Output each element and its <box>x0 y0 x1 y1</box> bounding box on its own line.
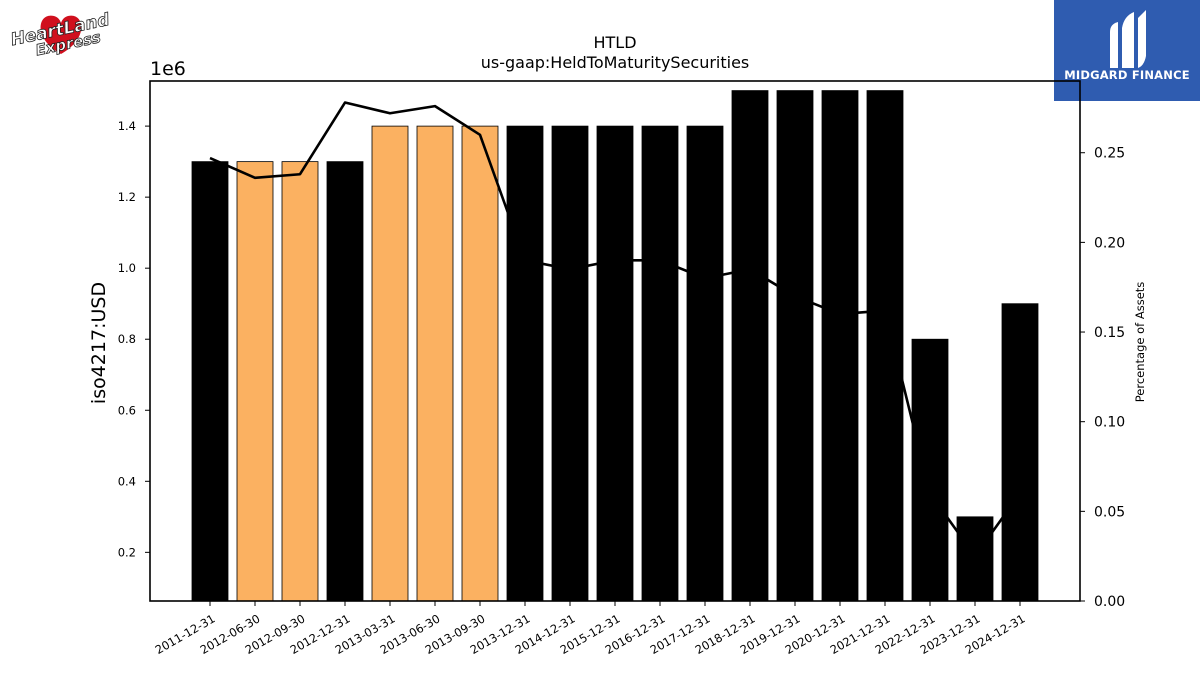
bar-2012-12-31 <box>326 161 364 602</box>
y-offset-label: 1e6 <box>150 58 186 80</box>
bar-2024-12-31 <box>1001 303 1039 602</box>
y2-tick-label: 0.05 <box>1094 504 1125 520</box>
y-axis-label: iso4217:USD <box>88 282 110 404</box>
y2-tick-label: 0.00 <box>1094 594 1125 610</box>
y2-tick-label: 0.15 <box>1094 325 1125 341</box>
y2-tick-label: 0.10 <box>1094 415 1125 431</box>
bar-2016-12-31 <box>641 125 679 602</box>
bar-2018-12-31 <box>731 90 769 602</box>
bar-2021-12-31 <box>866 90 904 602</box>
line-group <box>209 101 1022 558</box>
bar-2015-12-31 <box>596 125 634 602</box>
y-tick-label: 0.8 <box>118 332 136 346</box>
chart-title: HTLD <box>593 33 636 52</box>
bar-2020-12-31 <box>821 90 859 602</box>
heartland-express-logo: HeartLand Express <box>2 4 120 64</box>
bar-2013-09-30 <box>461 125 499 602</box>
bar-2014-12-31 <box>551 125 589 602</box>
bar-2012-06-30 <box>236 161 274 602</box>
bar-2013-12-31 <box>506 125 544 602</box>
y2-tick-label: 0.20 <box>1094 235 1125 251</box>
y2-axis-label: Percentage of Assets <box>1133 282 1147 403</box>
bar-2013-06-30 <box>416 125 454 602</box>
bar-2019-12-31 <box>776 90 814 602</box>
heart-shape <box>40 15 82 54</box>
midgard-finance-logo: MIDGARD FINANCE <box>1054 0 1200 101</box>
bars-group <box>191 90 1039 602</box>
bar-2013-03-31 <box>371 125 409 602</box>
midgard-mark-icon <box>1110 10 1146 68</box>
bar-2022-12-31 <box>911 338 949 602</box>
bar-2017-12-31 <box>686 125 724 602</box>
midgard-brand-name: MIDGARD FINANCE <box>1064 68 1190 82</box>
percentage-line <box>209 101 1022 558</box>
y-tick-label: 1.2 <box>118 190 136 204</box>
y-tick-label: 1.0 <box>118 261 136 275</box>
y-tick-label: 0.6 <box>118 403 136 417</box>
chart-subtitle: us-gaap:HeldToMaturitySecurities <box>481 53 750 72</box>
bar-2012-09-30 <box>281 161 319 602</box>
y-tick-label: 0.2 <box>118 545 136 559</box>
y2-tick-label: 0.25 <box>1094 146 1125 162</box>
bar-2023-12-31 <box>956 516 994 602</box>
y-tick-label: 1.4 <box>118 119 136 133</box>
bar-2011-12-31 <box>191 161 229 602</box>
y-tick-label: 0.4 <box>118 474 136 488</box>
